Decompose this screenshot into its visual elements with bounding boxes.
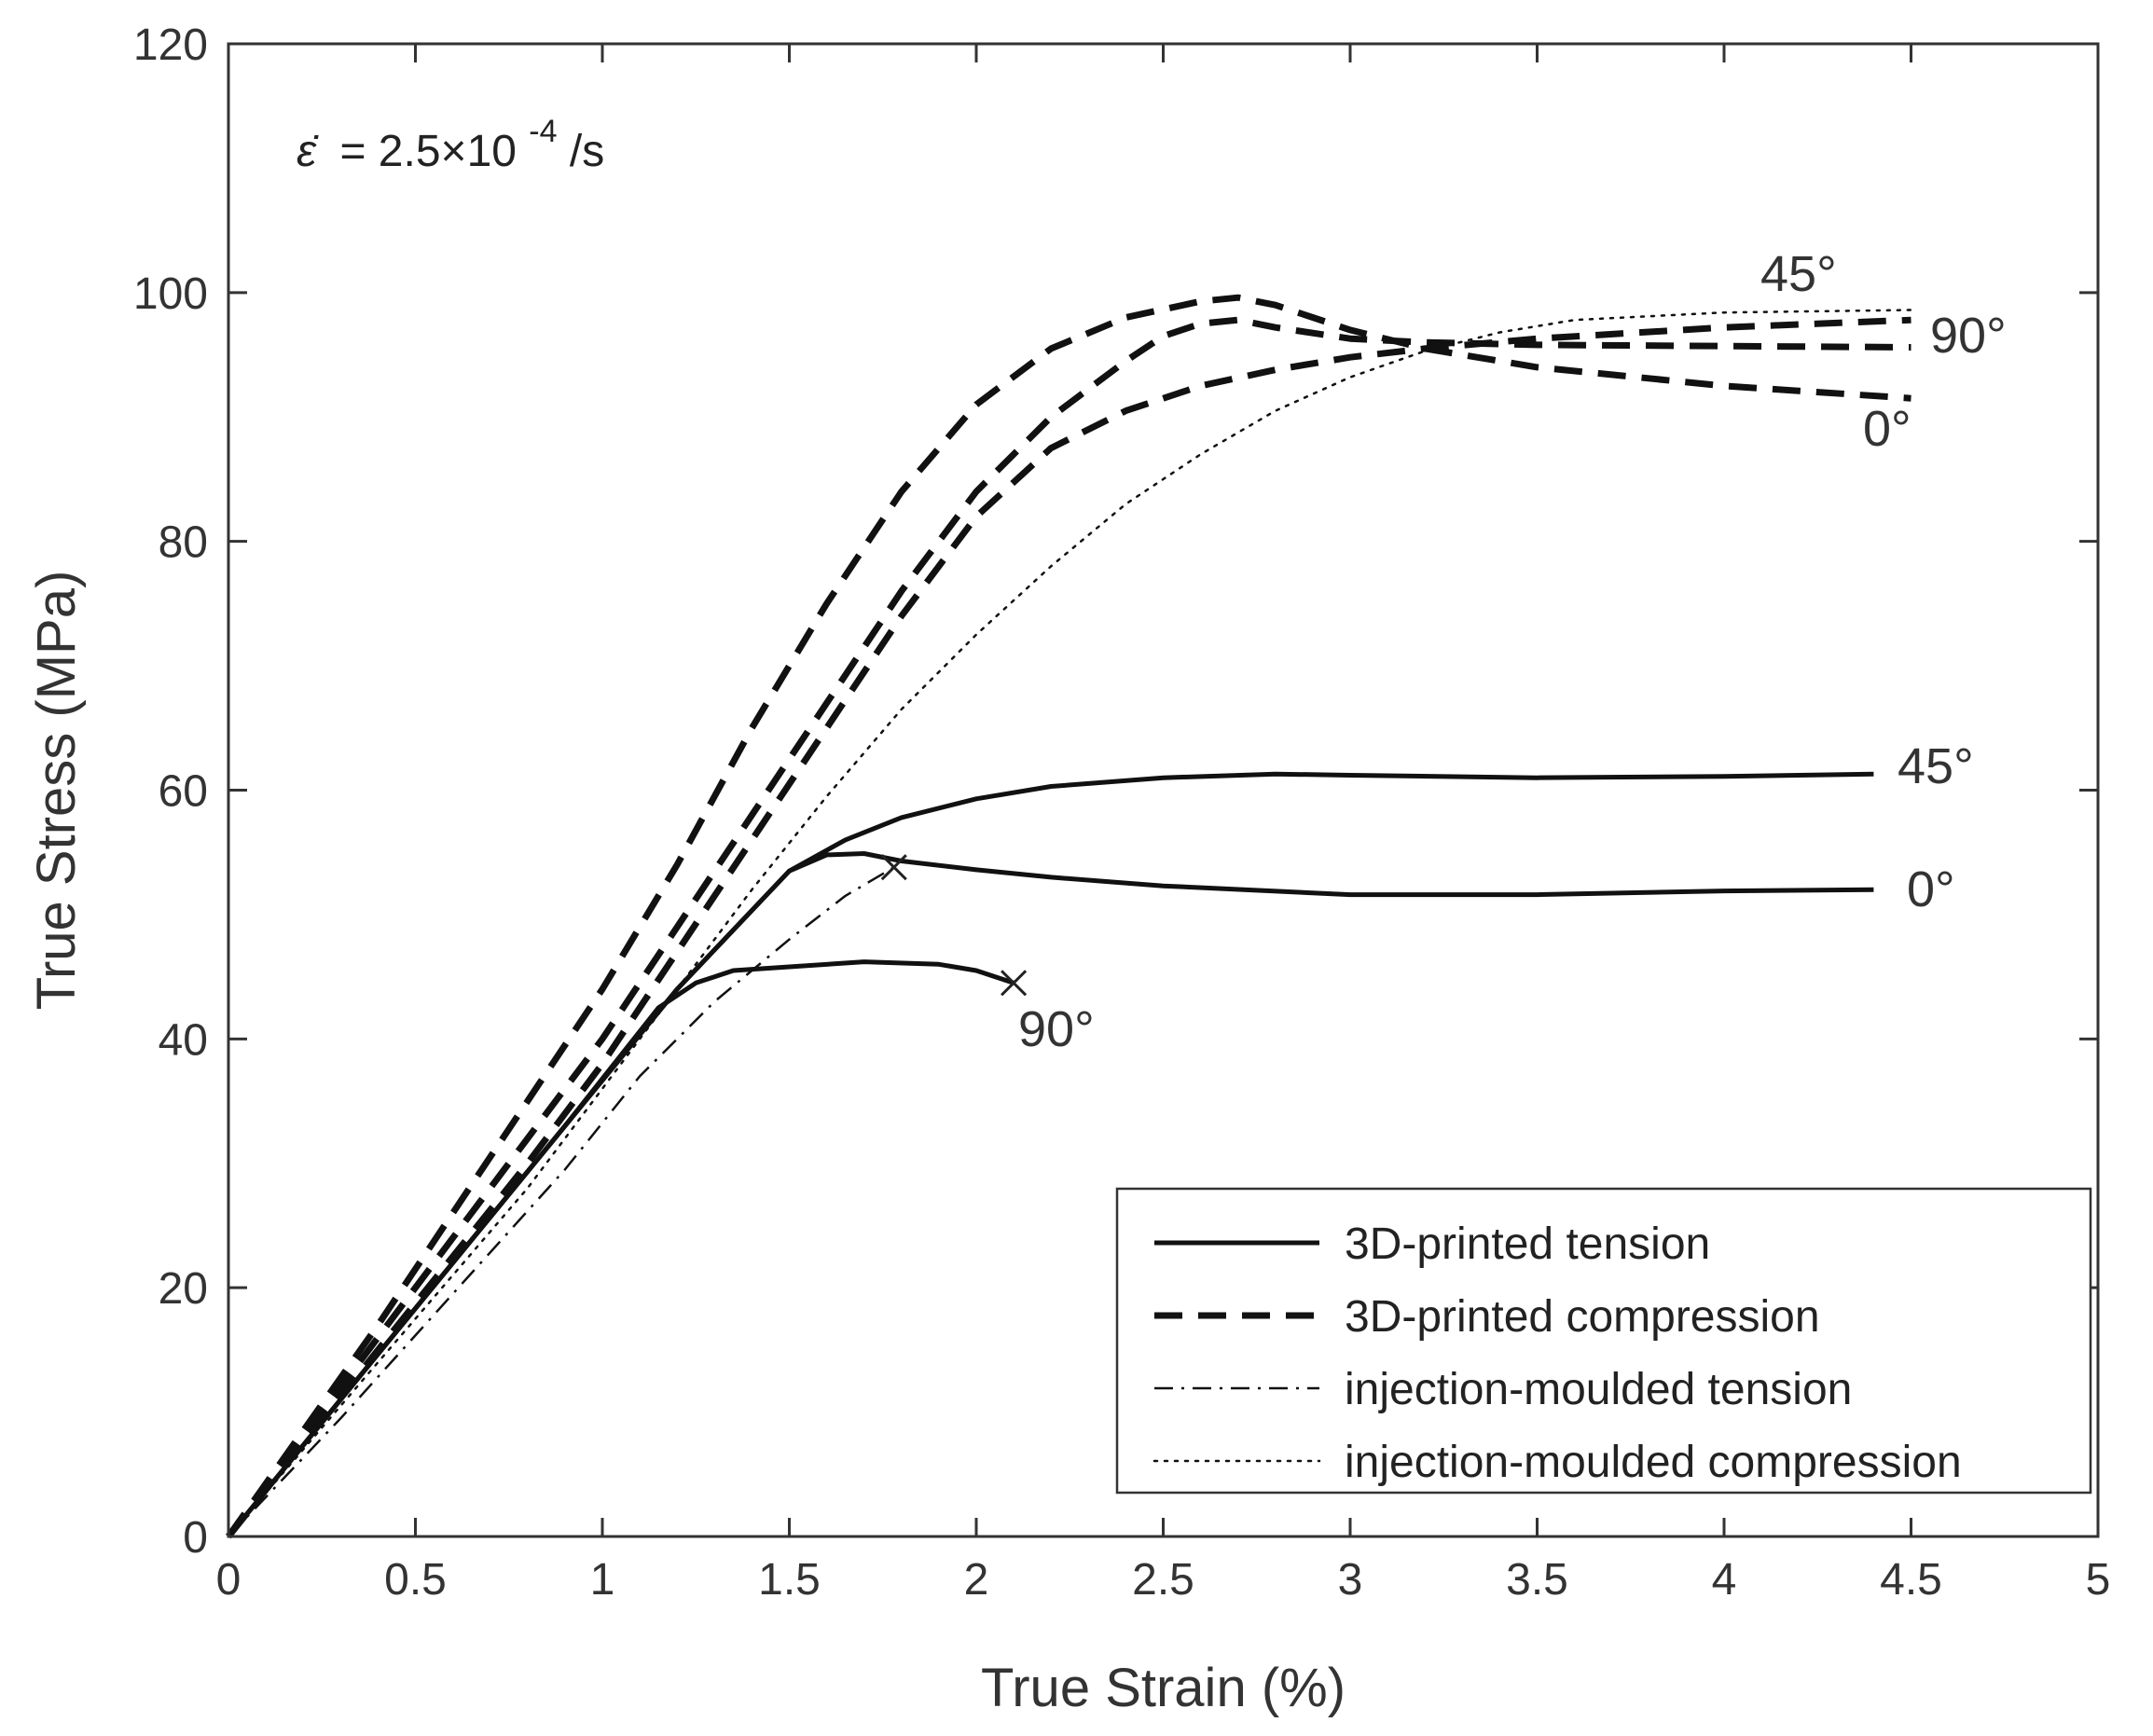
x-tick-label: 1 (590, 1555, 615, 1605)
y-tick-label: 40 (159, 1015, 208, 1065)
series-line-3 (226, 294, 1911, 1539)
y-tick-label: 100 (133, 269, 208, 319)
x-tick-label: 2 (964, 1555, 989, 1605)
legend-label: injection-moulded compression (1345, 1438, 1962, 1487)
curve-label: 0° (1907, 861, 1955, 917)
legend-label: 3D-printed tension (1345, 1219, 1710, 1269)
x-tick-label: 3 (1338, 1555, 1363, 1605)
x-tick-label: 0.5 (384, 1555, 447, 1605)
fracture-mark (880, 854, 907, 881)
y-tick-label: 20 (159, 1264, 208, 1314)
curve-labels: 45° 0° 90° 0° 90° 45° (1018, 246, 2007, 1057)
legend-label: injection-moulded tension (1345, 1365, 1852, 1414)
series-line-6 (228, 866, 895, 1537)
series-line-2 (227, 959, 1014, 1538)
curve-label: 45° (1898, 738, 1974, 794)
curve-label: 45° (1760, 246, 1837, 302)
strain-rate-unit: /s (570, 127, 604, 176)
curve-label: 90° (1930, 308, 2007, 364)
series-line-7 (227, 309, 1912, 1538)
strain-rate-symbol: ε̇ (297, 127, 319, 176)
svg-text:ε̇ = 2.5×10 -4: ε̇ = 2.5×10 -4 /s (297, 103, 604, 176)
x-tick-label: 5 (2086, 1555, 2111, 1605)
y-tick-label: 120 (133, 21, 208, 70)
legend: 3D-printed tension 3D-printed compression… (1115, 1187, 2092, 1495)
tick-labels: 0 0.5 1 1.5 2 2.5 3 3.5 4 4.5 5 0 20 40 60 80 100 120 (133, 21, 2110, 1605)
x-axis-title: True Strain (%) (981, 1658, 1346, 1718)
y-tick-label: 60 (159, 767, 208, 817)
curve-label: 90° (1018, 1001, 1095, 1057)
y-tick-label: 80 (159, 518, 208, 568)
series-group (226, 294, 1912, 1539)
x-tick-label: 1.5 (758, 1555, 821, 1605)
legend-label: 3D-printed compression (1345, 1292, 1820, 1342)
series-line-5 (226, 316, 1911, 1539)
strain-rate-annotation: ε̇ = 2.5×10 -4 /s (297, 103, 604, 176)
fracture-mark (1001, 970, 1028, 997)
strain-rate-exponent: -4 (529, 114, 557, 149)
x-tick-label: 2.5 (1132, 1555, 1194, 1605)
legend-box (1115, 1187, 2092, 1495)
x-tick-label: 3.5 (1506, 1555, 1568, 1605)
plot-frame (227, 42, 2100, 1538)
x-tick-label: 4.5 (1880, 1555, 1942, 1605)
x-tick-label: 4 (1712, 1555, 1737, 1605)
x-tick-label: 0 (216, 1555, 242, 1605)
y-axis-title: True Stress (MPa) (26, 571, 87, 1011)
y-tick-label: 0 (183, 1513, 208, 1563)
curve-label: 0° (1863, 401, 1911, 457)
strain-rate-value: = 2.5×10 (339, 127, 517, 176)
